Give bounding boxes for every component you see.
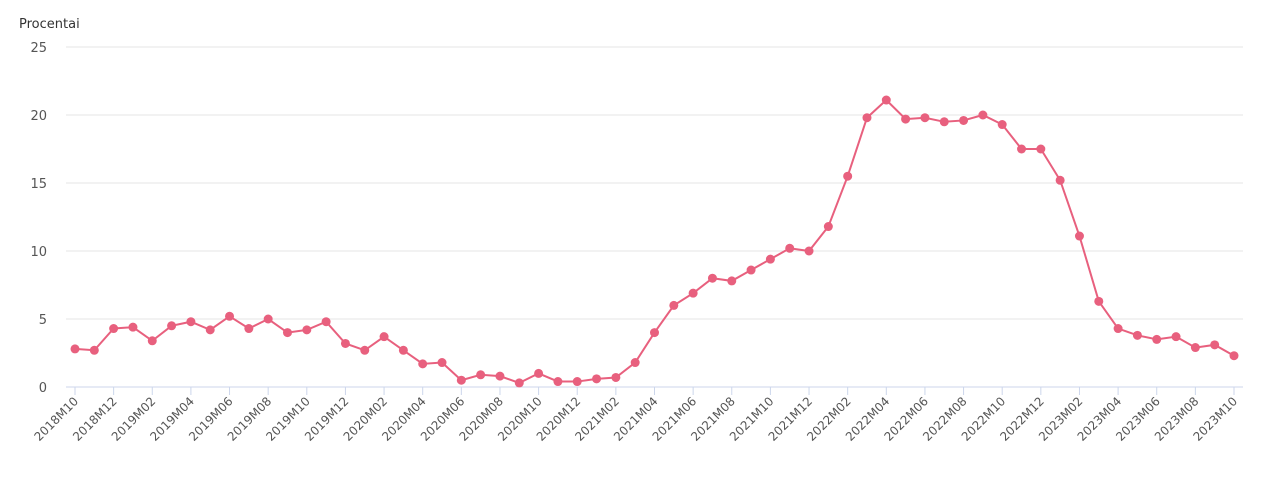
data-point[interactable]: [456, 375, 466, 385]
data-point[interactable]: [881, 95, 891, 105]
gridlines: [66, 46, 1243, 320]
data-point[interactable]: [1152, 334, 1162, 344]
data-point[interactable]: [340, 338, 350, 348]
data-point[interactable]: [379, 332, 389, 342]
data-point[interactable]: [939, 117, 949, 127]
data-point[interactable]: [321, 317, 331, 327]
y-tick-label: 25: [30, 41, 47, 56]
data-point[interactable]: [553, 377, 563, 387]
data-point[interactable]: [901, 114, 911, 124]
y-tick-label: 5: [39, 313, 47, 328]
data-point[interactable]: [1113, 324, 1123, 334]
data-point[interactable]: [765, 254, 775, 264]
data-point[interactable]: [1171, 332, 1181, 342]
data-point[interactable]: [244, 324, 254, 334]
data-point[interactable]: [785, 243, 795, 253]
data-point[interactable]: [1190, 343, 1200, 353]
data-point[interactable]: [592, 374, 602, 384]
data-point[interactable]: [707, 273, 717, 283]
data-point[interactable]: [630, 358, 640, 368]
y-tick-labels: 0 5 10 15 20 25: [30, 41, 47, 396]
data-point[interactable]: [398, 345, 408, 355]
data-point[interactable]: [514, 378, 524, 388]
data-point[interactable]: [167, 321, 177, 331]
data-point[interactable]: [1017, 144, 1027, 154]
y-tick-label: 20: [30, 109, 47, 124]
data-point[interactable]: [727, 276, 737, 286]
data-point[interactable]: [89, 345, 99, 355]
data-point[interactable]: [1074, 231, 1084, 241]
data-point[interactable]: [920, 113, 930, 123]
data-point[interactable]: [572, 377, 582, 387]
data-point[interactable]: [282, 328, 292, 338]
y-tick-label: 10: [30, 245, 47, 260]
data-point[interactable]: [862, 113, 872, 123]
data-point[interactable]: [823, 222, 833, 232]
data-point[interactable]: [495, 371, 505, 381]
data-point[interactable]: [360, 345, 370, 355]
data-point[interactable]: [302, 325, 312, 335]
data-point[interactable]: [128, 322, 138, 332]
data-point[interactable]: [611, 372, 621, 382]
data-point[interactable]: [534, 368, 544, 378]
y-tick-label: 15: [30, 177, 47, 192]
data-point[interactable]: [804, 246, 814, 256]
data-point[interactable]: [205, 325, 215, 335]
data-point[interactable]: [418, 359, 428, 369]
series-line: [74, 98, 1235, 385]
data-point[interactable]: [978, 110, 988, 120]
data-point[interactable]: [1132, 330, 1142, 340]
data-point[interactable]: [186, 317, 196, 327]
data-point[interactable]: [688, 288, 698, 298]
data-point[interactable]: [263, 314, 273, 324]
data-point[interactable]: [1094, 296, 1104, 306]
data-point[interactable]: [70, 344, 80, 354]
data-point[interactable]: [437, 358, 447, 368]
data-points: [70, 95, 1239, 388]
data-point[interactable]: [1229, 351, 1239, 361]
data-point[interactable]: [147, 336, 157, 346]
y-axis-label: Procentai: [19, 17, 80, 32]
x-tick-labels: 2018M102018M122019M022019M042019M062019M…: [32, 387, 1240, 444]
data-point[interactable]: [1210, 340, 1220, 350]
data-point[interactable]: [476, 370, 486, 380]
data-point[interactable]: [109, 324, 119, 334]
data-point[interactable]: [746, 265, 756, 275]
data-point[interactable]: [1055, 175, 1065, 185]
data-point[interactable]: [959, 115, 969, 125]
data-point[interactable]: [669, 300, 679, 310]
data-point[interactable]: [1036, 144, 1046, 154]
data-point[interactable]: [997, 120, 1007, 130]
data-point[interactable]: [650, 328, 659, 338]
data-point[interactable]: [225, 311, 235, 321]
y-tick-label: 0: [39, 381, 47, 396]
data-point[interactable]: [843, 171, 853, 181]
